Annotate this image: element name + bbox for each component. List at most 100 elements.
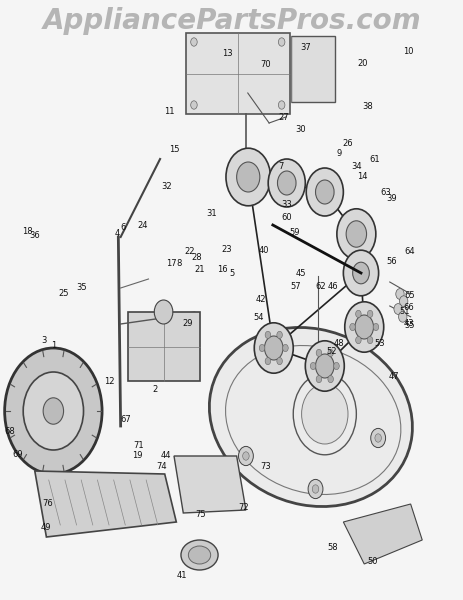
Text: 56: 56 — [386, 257, 396, 265]
Circle shape — [268, 159, 305, 207]
Text: 4: 4 — [114, 229, 120, 238]
Text: 45: 45 — [295, 269, 305, 277]
Text: 42: 42 — [255, 295, 265, 304]
Circle shape — [278, 38, 284, 46]
Text: 9: 9 — [335, 148, 341, 157]
Circle shape — [312, 485, 318, 493]
Circle shape — [225, 148, 270, 206]
Text: 19: 19 — [131, 451, 142, 461]
Text: 66: 66 — [403, 302, 414, 312]
Text: 16: 16 — [217, 265, 227, 275]
Text: 30: 30 — [295, 124, 305, 133]
Circle shape — [154, 300, 173, 324]
Text: 63: 63 — [380, 187, 391, 197]
Ellipse shape — [209, 328, 412, 506]
Text: 12: 12 — [104, 377, 114, 385]
Circle shape — [354, 315, 373, 339]
Circle shape — [345, 221, 366, 247]
Text: 73: 73 — [259, 462, 270, 472]
Ellipse shape — [188, 546, 210, 564]
Text: 64: 64 — [403, 247, 413, 256]
Text: 72: 72 — [238, 502, 248, 511]
Text: 57: 57 — [290, 283, 300, 291]
Circle shape — [23, 372, 83, 450]
Circle shape — [301, 384, 347, 444]
Circle shape — [315, 376, 321, 383]
Bar — [291, 36, 335, 102]
Circle shape — [336, 209, 375, 259]
Circle shape — [305, 341, 344, 391]
Circle shape — [344, 302, 383, 352]
Circle shape — [310, 362, 315, 370]
Text: 23: 23 — [221, 245, 231, 253]
Text: 17: 17 — [166, 259, 176, 268]
Circle shape — [282, 344, 288, 352]
Circle shape — [276, 331, 282, 338]
Circle shape — [399, 296, 407, 307]
Text: 11: 11 — [164, 107, 174, 115]
Text: 60: 60 — [281, 212, 291, 221]
Text: 13: 13 — [222, 49, 232, 58]
Text: 55: 55 — [403, 320, 413, 330]
Text: 76: 76 — [42, 499, 53, 508]
Circle shape — [5, 348, 102, 474]
Text: 75: 75 — [195, 510, 205, 519]
Text: 33: 33 — [281, 199, 292, 209]
Circle shape — [372, 323, 378, 331]
Text: 35: 35 — [76, 283, 86, 292]
Text: 34: 34 — [350, 162, 361, 172]
Polygon shape — [343, 504, 421, 564]
Text: 40: 40 — [258, 246, 268, 255]
Text: 29: 29 — [182, 319, 193, 329]
Circle shape — [315, 349, 321, 356]
Circle shape — [264, 358, 270, 365]
Circle shape — [190, 101, 197, 109]
Text: 54: 54 — [253, 313, 263, 323]
Text: 59: 59 — [289, 228, 299, 237]
Text: 51: 51 — [399, 307, 409, 317]
Text: 68: 68 — [5, 427, 16, 436]
Circle shape — [333, 362, 338, 370]
Circle shape — [190, 38, 197, 46]
Circle shape — [242, 452, 249, 460]
Bar — [185, 33, 289, 114]
Text: 14: 14 — [356, 172, 366, 181]
Text: 7: 7 — [277, 162, 283, 172]
Circle shape — [367, 310, 372, 317]
Circle shape — [276, 358, 282, 365]
Circle shape — [315, 354, 333, 378]
Text: 10: 10 — [402, 46, 413, 55]
Circle shape — [315, 180, 333, 204]
Circle shape — [355, 337, 360, 344]
Text: 46: 46 — [327, 283, 338, 291]
Text: 21: 21 — [194, 265, 204, 275]
Polygon shape — [35, 471, 176, 537]
Text: 70: 70 — [260, 60, 270, 69]
Circle shape — [277, 171, 295, 195]
Circle shape — [238, 446, 253, 466]
Circle shape — [43, 398, 63, 424]
Text: 74: 74 — [156, 462, 166, 472]
Circle shape — [236, 162, 259, 192]
Text: 1: 1 — [50, 340, 56, 349]
Circle shape — [254, 323, 293, 373]
Text: 22: 22 — [184, 247, 194, 256]
Circle shape — [327, 376, 333, 383]
Text: 43: 43 — [403, 319, 413, 329]
Circle shape — [307, 479, 322, 499]
Text: 58: 58 — [327, 543, 338, 552]
Circle shape — [355, 310, 360, 317]
Text: 41: 41 — [177, 571, 187, 580]
Circle shape — [327, 349, 333, 356]
Circle shape — [264, 336, 282, 360]
Text: 31: 31 — [206, 208, 216, 217]
Text: 2: 2 — [152, 385, 158, 395]
Text: 27: 27 — [278, 113, 288, 121]
Circle shape — [278, 101, 284, 109]
Text: 61: 61 — [369, 154, 379, 163]
Text: 24: 24 — [138, 220, 148, 229]
Text: 49: 49 — [40, 523, 50, 533]
Text: 8: 8 — [175, 259, 181, 268]
Circle shape — [259, 344, 264, 352]
Text: 20: 20 — [357, 58, 367, 67]
